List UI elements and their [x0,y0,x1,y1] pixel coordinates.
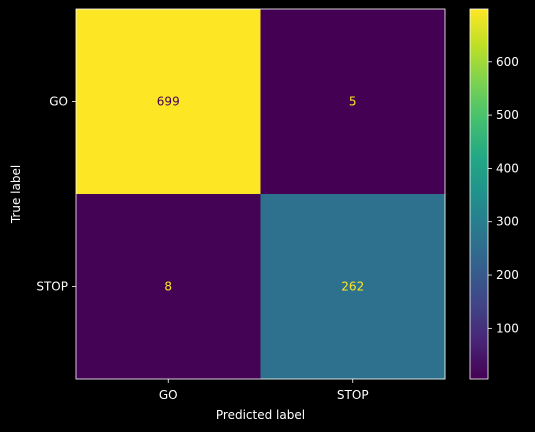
y-tick-label: STOP [36,280,68,294]
heatmap-cell [260,9,446,195]
cell-value-label: 699 [157,95,180,109]
heatmap-cells [76,9,446,380]
x-axis-label: Predicted label [216,408,305,422]
cell-value-label: 8 [164,280,172,294]
y-axis-label: True label [9,165,23,224]
colorbar-gradient [470,9,488,379]
heatmap-cell-labels: 699 5 8 262 [157,95,364,294]
x-tick-label: STOP [337,388,369,402]
colorbar-tick-label: 300 [496,215,519,229]
colorbar-tick-label: 100 [496,321,519,335]
heatmap-cell [260,194,446,380]
colorbar-ticks: 100 200 300 400 500 600 [488,55,519,335]
colorbar-tick-label: 200 [496,268,519,282]
colorbar-tick-label: 400 [496,161,519,175]
colorbar-tick-label: 600 [496,55,519,69]
x-axis: GO STOP [159,379,369,402]
colorbar-frame [469,8,489,380]
plot-frame [75,8,446,380]
x-tick-label: GO [159,388,178,402]
y-axis: GO STOP [36,95,76,294]
colorbar: 100 200 300 400 500 600 [469,8,519,380]
cell-value-label: 262 [341,280,364,294]
heatmap-cell [76,9,261,195]
heatmap-cell [76,194,261,380]
cell-value-label: 5 [349,95,357,109]
y-tick-label: GO [49,95,68,109]
colorbar-tick-label: 500 [496,108,519,122]
